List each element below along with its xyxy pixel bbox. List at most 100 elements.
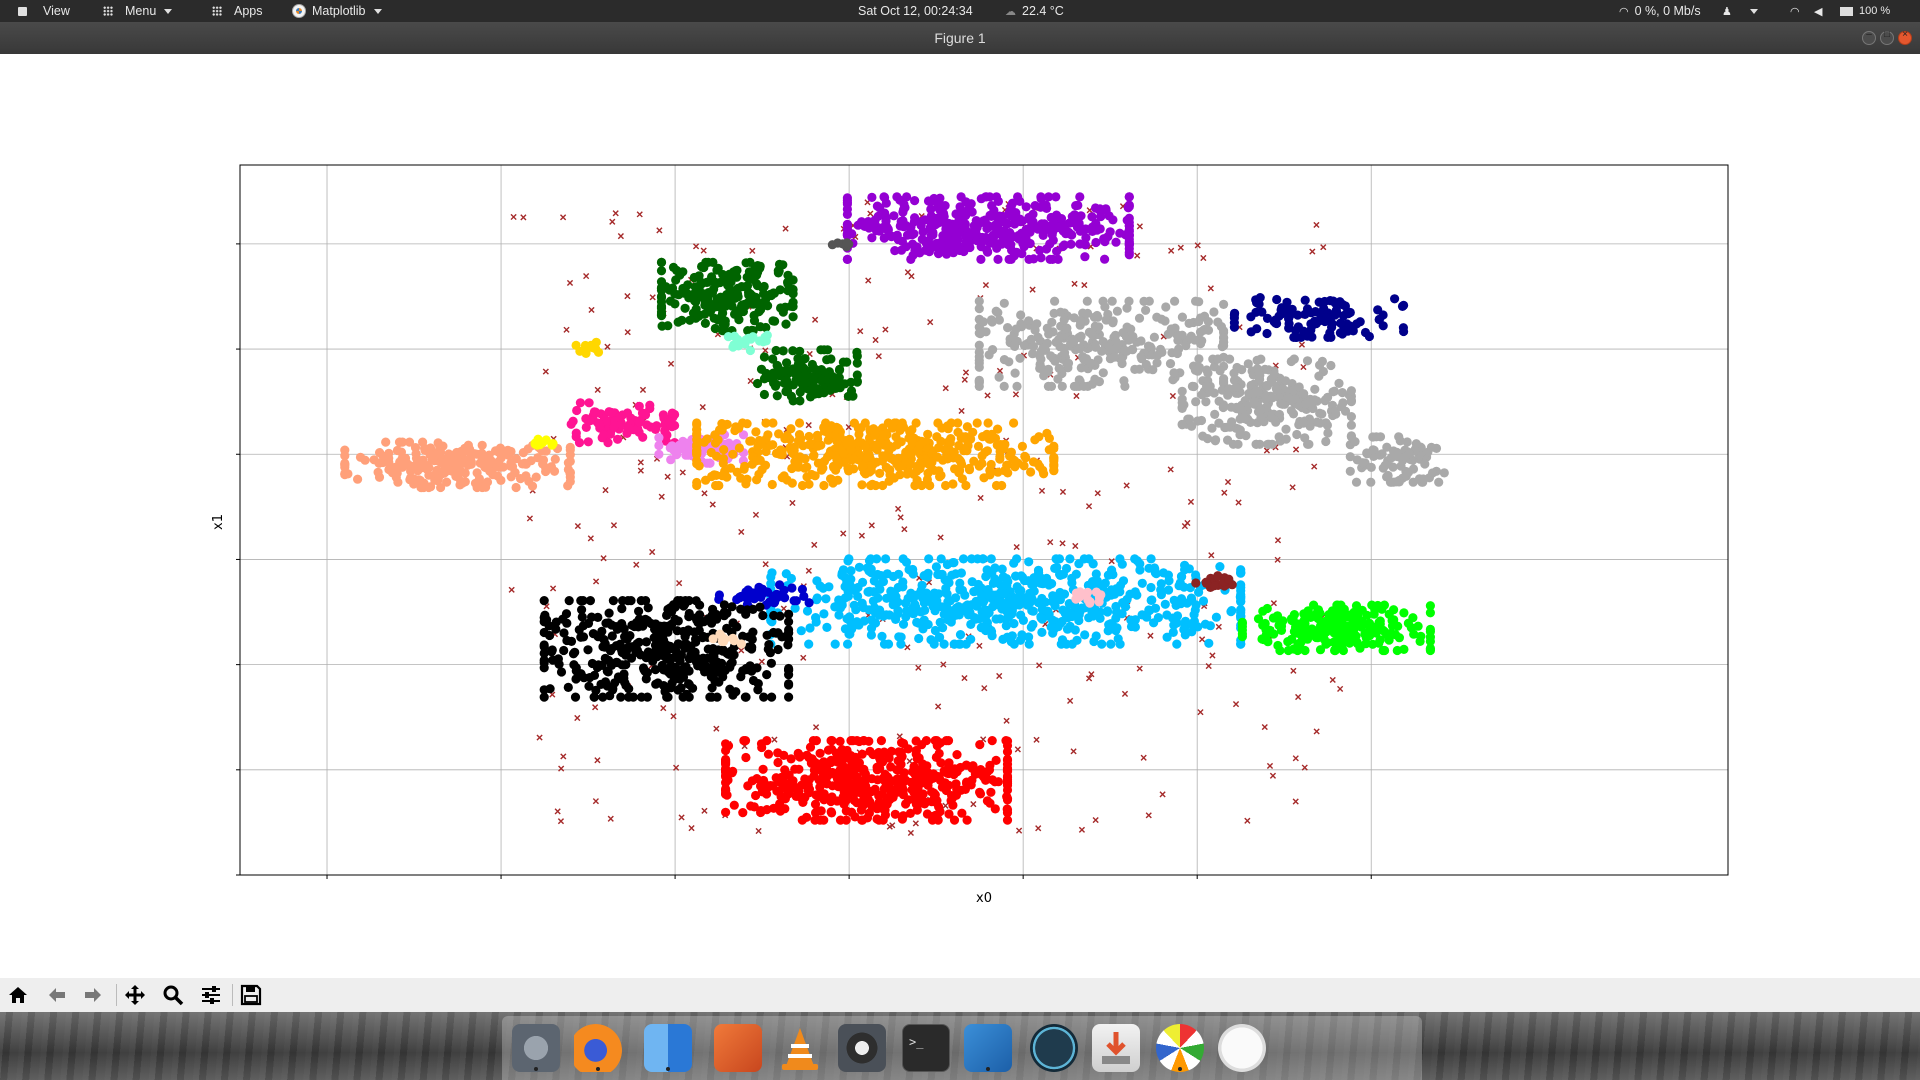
cluster-point <box>691 637 701 647</box>
cluster-point <box>477 440 487 450</box>
figure-canvas[interactable]: x0 x1 <box>0 54 1920 978</box>
network-indicator[interactable]: ◠ 0 %, 0 Mb/s <box>1619 0 1701 22</box>
notification-indicator[interactable]: ♟ <box>1722 0 1758 22</box>
firefox-icon[interactable] <box>574 1024 622 1072</box>
cluster-point <box>974 340 984 350</box>
noise-point <box>805 567 812 574</box>
wifi-status[interactable]: ◠ <box>1790 0 1800 22</box>
cluster-point <box>481 482 491 492</box>
cluster-point <box>1097 346 1107 356</box>
cluster-point <box>886 790 896 800</box>
noise-point <box>660 705 667 712</box>
cluster-point <box>727 658 737 668</box>
settings-gear-icon[interactable] <box>838 1024 886 1072</box>
cluster-point <box>991 755 1001 766</box>
cluster-point <box>778 307 788 317</box>
cluster-point <box>1009 340 1020 350</box>
volume-control[interactable]: ◀ <box>1814 0 1822 22</box>
cluster-point <box>932 432 942 442</box>
clock[interactable]: Sat Oct 12, 00:24:34 <box>858 0 973 22</box>
weather-indicator[interactable]: ☁ 22.4 °C <box>1005 0 1064 22</box>
cluster-point <box>898 790 909 800</box>
cluster-point <box>585 596 596 606</box>
maximize-button[interactable]: □ <box>1880 29 1894 45</box>
system-settings-icon[interactable] <box>512 1024 560 1072</box>
battery-indicator[interactable]: 100 % <box>1840 0 1890 22</box>
minimize-button[interactable]: – <box>1862 29 1876 45</box>
cluster-point <box>1137 578 1147 588</box>
cluster-point <box>717 471 727 481</box>
cluster-point <box>951 569 961 579</box>
configure-subplots-button[interactable] <box>198 983 224 1007</box>
cluster-point <box>1340 301 1350 311</box>
noise-point <box>610 522 618 529</box>
stacer-icon[interactable] <box>1030 1024 1078 1072</box>
vscode-icon[interactable] <box>964 1024 1012 1072</box>
pan-button[interactable] <box>122 983 148 1007</box>
noise-point <box>1209 652 1216 659</box>
cluster-point <box>691 596 701 606</box>
cluster-point <box>642 420 652 430</box>
cluster-point <box>1075 343 1085 354</box>
vlc-icon[interactable] <box>776 1024 824 1072</box>
cluster-point <box>804 639 814 649</box>
cluster-point <box>812 430 823 440</box>
cluster-point <box>1434 477 1444 487</box>
terminal-icon[interactable]: >_ <box>902 1024 950 1072</box>
app-menu[interactable]: Matplotlib <box>292 0 382 22</box>
cluster-point <box>617 621 627 631</box>
cluster-point <box>1272 294 1282 305</box>
cluster-point <box>830 639 840 649</box>
installer-icon[interactable] <box>1092 1024 1140 1072</box>
cluster-point <box>988 602 998 612</box>
network-tool-icon[interactable] <box>1218 1024 1266 1072</box>
noise-point <box>942 802 949 809</box>
cluster-point <box>977 237 987 247</box>
cluster-point <box>694 271 704 281</box>
cluster-point <box>1391 477 1401 487</box>
finder-icon[interactable] <box>644 1024 692 1072</box>
cluster-point <box>784 609 794 619</box>
cluster-point <box>925 480 935 491</box>
cluster-point <box>939 208 949 219</box>
apps-menu[interactable]: Apps <box>212 0 263 22</box>
cluster-point <box>1071 569 1081 579</box>
color-picker-icon[interactable] <box>1156 1024 1204 1072</box>
close-button[interactable]: × <box>1898 29 1912 45</box>
cluster-point <box>810 799 821 809</box>
forward-button[interactable] <box>80 983 106 1007</box>
cluster-point <box>859 764 869 774</box>
cluster-point <box>895 423 906 433</box>
cluster-point <box>832 455 842 465</box>
cluster-point <box>1310 316 1320 326</box>
cluster-point <box>1426 442 1436 452</box>
cluster-point <box>852 358 862 368</box>
window-title-bar[interactable]: Figure 1 – □ × <box>0 22 1920 54</box>
back-button[interactable] <box>44 983 70 1007</box>
noise-point <box>875 353 882 360</box>
desktop-wallpaper <box>0 1012 1920 1080</box>
cluster-point <box>797 584 808 595</box>
cluster-point <box>1328 296 1338 306</box>
gimp-icon[interactable] <box>714 1024 762 1072</box>
cluster-point <box>407 474 417 484</box>
cluster-point <box>783 286 793 296</box>
view-menu[interactable]: View <box>18 0 70 22</box>
zoom-button[interactable] <box>160 983 186 1007</box>
cluster-point <box>1413 621 1423 631</box>
noise-point <box>1067 697 1074 704</box>
cluster-point <box>643 616 653 626</box>
noise-point <box>560 753 567 760</box>
home-button[interactable] <box>5 983 31 1007</box>
cluster-point <box>774 266 784 276</box>
main-menu[interactable]: Menu <box>103 0 173 22</box>
cluster-point <box>898 554 908 564</box>
cluster-point <box>728 766 738 777</box>
save-button[interactable] <box>238 983 264 1007</box>
cluster-point <box>1187 627 1197 637</box>
noise-point <box>1140 754 1147 761</box>
noise-point <box>982 281 990 289</box>
scatter-plot[interactable]: x0 x1 <box>0 54 1920 978</box>
cluster-point <box>1014 586 1024 596</box>
cluster-point <box>718 636 729 647</box>
